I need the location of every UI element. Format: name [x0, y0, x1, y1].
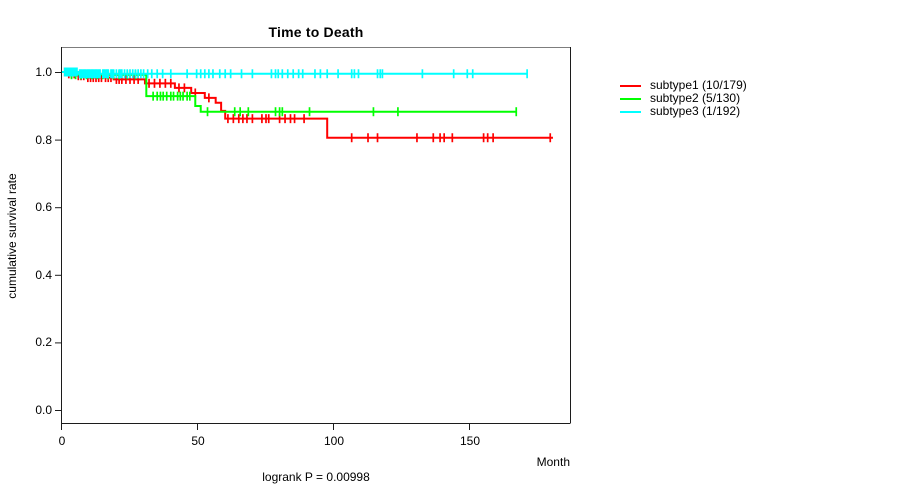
x-tick-label: 50 [191, 434, 205, 448]
y-tick-label: 0.2 [35, 335, 52, 349]
y-tick-label: 1.0 [35, 65, 52, 79]
x-axis-title: Month [536, 455, 570, 469]
legend-label-subtype3: subtype3 (1/192) [650, 104, 741, 118]
y-axis-title: cumulative survival rate [5, 173, 19, 299]
y-tick-label: 0.0 [35, 403, 52, 417]
survival-curve-subtype1 [62, 71, 553, 139]
legend: subtype1 (10/179) subtype2 (5/130) subty… [620, 79, 747, 118]
y-tick-label: 0.4 [35, 268, 52, 282]
legend-label-subtype1: subtype1 (10/179) [650, 78, 747, 92]
logrank-annotation: logrank P = 0.00998 [262, 470, 370, 484]
y-tick-label: 0.8 [35, 133, 52, 147]
legend-line-subtype1 [620, 84, 641, 87]
x-tick-label: 100 [323, 434, 345, 448]
legend-line-subtype3 [620, 110, 641, 113]
chart-title: Time to Death [268, 24, 364, 40]
x-tick-label: 150 [459, 434, 481, 448]
x-tick-label: 0 [58, 434, 66, 448]
legend-line-subtype2 [620, 97, 641, 100]
legend-item-subtype3: subtype3 (1/192) [620, 105, 747, 118]
y-tick-label: 0.6 [35, 200, 52, 214]
legend-item-subtype2: subtype2 (5/130) [620, 92, 747, 105]
legend-item-subtype1: subtype1 (10/179) [620, 79, 747, 92]
legend-label-subtype2: subtype2 (5/130) [650, 91, 741, 105]
survival-curve-subtype3 [62, 71, 528, 75]
